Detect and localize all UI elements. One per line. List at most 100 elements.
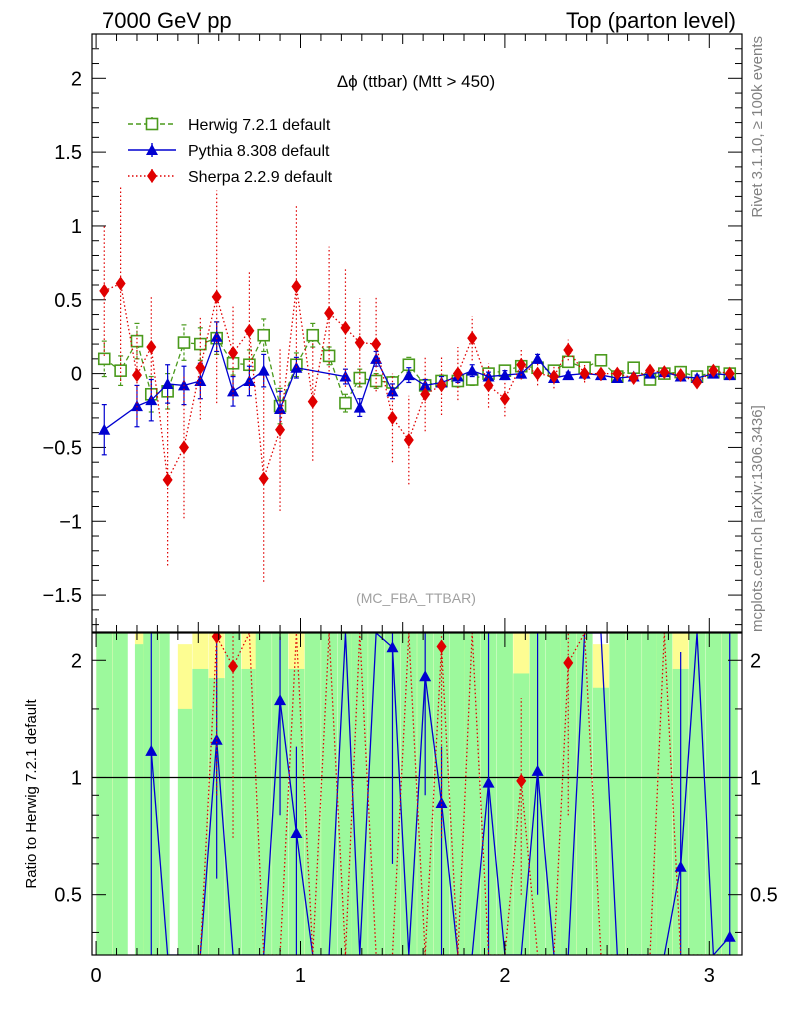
main-data-point bbox=[275, 422, 286, 437]
main-data-point bbox=[291, 279, 302, 294]
ratio-data-point bbox=[419, 670, 432, 682]
side-label-bottom: mcplots.cern.ch [arXiv:1306.3436] bbox=[749, 405, 766, 632]
main-title: Δϕ (ttbar) (Mtt > 450) bbox=[337, 72, 495, 91]
main-data-point bbox=[452, 366, 463, 381]
main-data-point bbox=[467, 331, 478, 346]
main-y-tick-label: 0.5 bbox=[54, 290, 82, 312]
ratio-data-point bbox=[482, 776, 495, 788]
main-frame bbox=[91, 33, 743, 633]
main-data-point bbox=[659, 365, 670, 380]
ratio-y-tick-label: 0.5 bbox=[54, 885, 82, 907]
main-data-point bbox=[99, 283, 110, 298]
main-data-point bbox=[483, 378, 494, 393]
main-data-point bbox=[210, 330, 223, 342]
ratio-y-tick-label: 2 bbox=[71, 650, 82, 672]
main-data-point bbox=[386, 385, 399, 397]
ratio-y-tick-label-right: 0.5 bbox=[750, 885, 778, 907]
main-series-group bbox=[97, 186, 737, 582]
ratio-x-tick-label: 0 bbox=[91, 965, 102, 987]
main-data-point bbox=[420, 387, 431, 402]
main-y-tick-label: 0 bbox=[71, 364, 82, 386]
main-data-point bbox=[595, 366, 606, 381]
main-data-point bbox=[114, 364, 127, 377]
ratio-y-tick-label-right: 2 bbox=[750, 650, 761, 672]
ratio-band-inner bbox=[400, 633, 417, 955]
main-y-tick-label: −1.5 bbox=[43, 585, 82, 607]
main-data-point bbox=[130, 334, 144, 348]
ratio-band-inner bbox=[656, 633, 673, 955]
ratio-band-inner bbox=[705, 633, 722, 955]
main-y-tick-label: 1 bbox=[71, 216, 82, 238]
main-data-point bbox=[195, 360, 206, 375]
ratio-series-0 bbox=[145, 633, 736, 955]
header-left: 7000 GeV pp bbox=[102, 8, 232, 33]
main-series-0 bbox=[97, 318, 737, 425]
legend-marker-triangle bbox=[146, 144, 158, 155]
ratio-x-tick-label: 1 bbox=[295, 965, 306, 987]
main-data-point bbox=[594, 354, 608, 367]
legend-label-herwig: Herwig 7.2.1 default bbox=[188, 117, 331, 134]
main-data-point bbox=[515, 367, 528, 379]
ratio-band-inner bbox=[545, 633, 562, 955]
legend-entry-pythia: Pythia 8.308 default bbox=[128, 143, 330, 160]
ratio-band-inner bbox=[96, 633, 113, 955]
ratio-x-tick-label: 3 bbox=[704, 965, 715, 987]
ratio-band-inner bbox=[176, 708, 192, 955]
ratio-band-inner bbox=[592, 687, 609, 955]
ratio-data-point bbox=[436, 639, 447, 654]
ratio-data-point bbox=[516, 773, 527, 788]
main-data-point bbox=[371, 337, 382, 352]
main-data-point bbox=[244, 323, 255, 338]
main-data-point bbox=[177, 336, 191, 349]
main-data-point bbox=[274, 403, 287, 415]
main-series-line bbox=[103, 333, 730, 409]
ratio-frame bbox=[91, 632, 743, 956]
main-data-point bbox=[162, 472, 173, 487]
main-data-point bbox=[257, 328, 270, 342]
ratio-data-point bbox=[386, 641, 399, 653]
ratio-band-inner bbox=[192, 668, 209, 955]
ratio-y-tick-label-right: 1 bbox=[750, 767, 761, 789]
ratio-x-tick-label: 2 bbox=[499, 965, 510, 987]
side-label-top: Rivet 3.1.10, ≥ 100k events bbox=[749, 36, 766, 218]
main-data-point bbox=[131, 368, 142, 383]
ratio-band-edge bbox=[737, 633, 742, 955]
main-data-point bbox=[548, 369, 559, 384]
ratio-band-inner bbox=[368, 633, 385, 955]
ratio-band-inner bbox=[304, 633, 321, 955]
main-y-axis: −1.5 −1 −0.5 0 0.5 1 1.5 2 bbox=[43, 48, 742, 626]
ratio-band-inner bbox=[321, 633, 338, 955]
ratio-uncertainty-bands bbox=[92, 633, 742, 955]
main-data-point bbox=[194, 337, 207, 351]
main-data-point bbox=[339, 396, 352, 410]
main-data-point bbox=[369, 374, 383, 388]
main-data-point bbox=[402, 369, 415, 381]
main-data-point bbox=[339, 370, 352, 382]
ratio-data-point bbox=[274, 694, 287, 706]
legend: Herwig 7.2.1 default Pythia 8.308 defaul… bbox=[128, 117, 333, 186]
main-data-point bbox=[531, 352, 544, 364]
legend-marker-square bbox=[145, 117, 159, 131]
main-data-point bbox=[98, 423, 111, 435]
ratio-band-gap bbox=[127, 633, 135, 955]
main-data-point bbox=[482, 370, 495, 382]
main-data-point bbox=[387, 410, 398, 425]
ratio-band-inner bbox=[609, 633, 626, 955]
main-data-point bbox=[628, 371, 639, 386]
main-data-point bbox=[354, 335, 365, 350]
main-data-point bbox=[532, 366, 543, 381]
ratio-band-inner bbox=[337, 633, 354, 955]
main-data-point bbox=[562, 369, 575, 381]
ratio-data-point bbox=[531, 764, 544, 776]
legend-entry-herwig: Herwig 7.2.1 default bbox=[128, 117, 331, 134]
main-y-tick-label: 2 bbox=[71, 68, 82, 90]
main-data-point bbox=[498, 369, 511, 381]
main-data-point bbox=[145, 394, 158, 406]
main-data-point bbox=[499, 391, 510, 406]
main-data-point bbox=[211, 289, 222, 304]
main-data-point bbox=[258, 471, 269, 486]
main-y-tick-label: 1.5 bbox=[54, 142, 82, 164]
ratio-data-point bbox=[290, 827, 303, 839]
main-data-point bbox=[257, 364, 270, 376]
ratio-series-1 bbox=[199, 633, 730, 955]
